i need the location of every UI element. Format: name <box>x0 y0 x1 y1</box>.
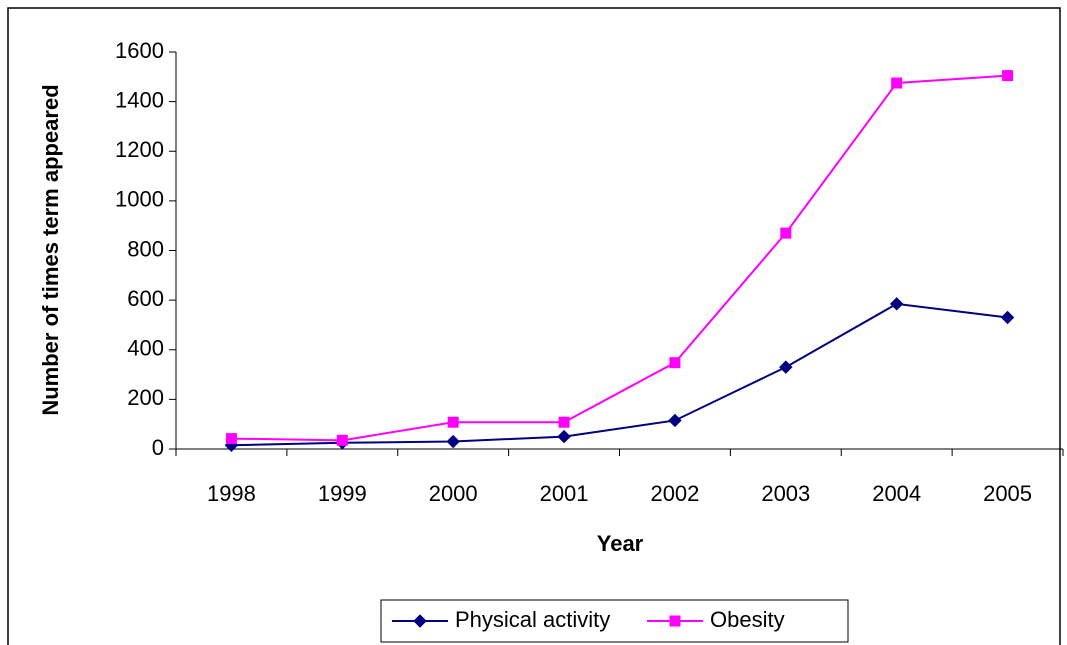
data-point <box>558 416 570 428</box>
x-tick-label: 2001 <box>540 481 589 506</box>
data-point <box>447 416 459 428</box>
data-point <box>446 434 460 449</box>
y-tick-label: 1200 <box>115 137 164 162</box>
data-point <box>668 413 682 428</box>
y-tick-label: 1400 <box>115 87 164 112</box>
x-tick-label: 2003 <box>761 481 810 506</box>
series-line <box>231 302 1008 447</box>
x-tick-label: 2000 <box>429 481 478 506</box>
data-point <box>780 227 792 239</box>
chart-frame <box>7 7 1061 645</box>
legend-box <box>380 599 849 643</box>
legend-label: Obesity <box>710 607 785 632</box>
data-point <box>336 434 348 446</box>
x-tick-label: 1998 <box>207 481 256 506</box>
x-tick-label: 2005 <box>983 481 1032 506</box>
legend-marker <box>413 614 427 628</box>
data-point <box>889 297 904 311</box>
y-tick-label: 1000 <box>115 187 164 212</box>
data-point <box>1000 310 1015 325</box>
y-tick-label: 600 <box>127 286 164 311</box>
y-tick-label: 0 <box>152 435 164 460</box>
data-point <box>669 357 681 369</box>
y-axis-label: Number of times term appeared <box>38 84 63 415</box>
data-point <box>1002 70 1014 82</box>
data-point <box>779 360 793 374</box>
x-tick-label: 1999 <box>318 481 367 506</box>
legend-marker <box>669 615 681 627</box>
x-tick-label: 2002 <box>650 481 699 506</box>
y-tick-label: 800 <box>127 236 164 261</box>
y-tick-label: 200 <box>127 385 164 410</box>
data-point <box>225 433 237 445</box>
x-axis-label: Year <box>597 531 644 556</box>
series-line <box>231 74 1008 442</box>
data-point <box>557 429 571 444</box>
y-tick-label: 1600 <box>115 38 164 63</box>
y-tick-label: 400 <box>127 336 164 361</box>
data-point <box>891 77 903 89</box>
x-tick-label: 2004 <box>872 481 921 506</box>
legend-label: Physical activity <box>455 607 610 632</box>
